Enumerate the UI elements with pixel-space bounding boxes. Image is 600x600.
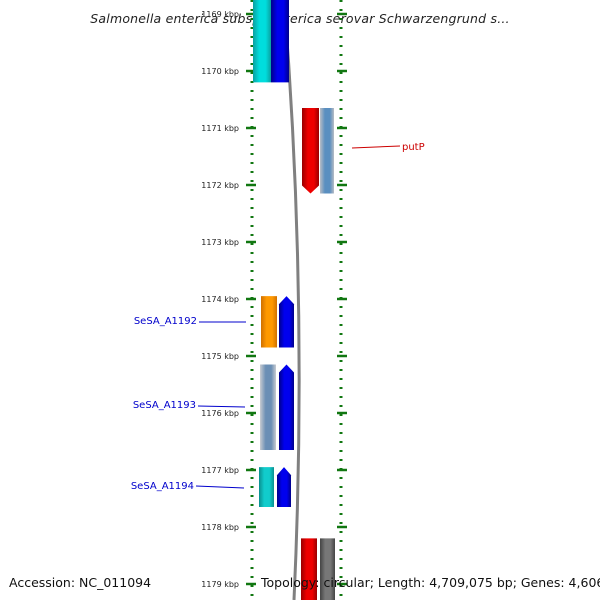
map-title: Salmonella enterica subsp. enterica sero… xyxy=(90,11,510,26)
backbone-arc xyxy=(282,0,301,600)
tick-label: 1176 kbp xyxy=(201,409,239,418)
topology-text: Topology: circular; Length: 4,709,075 bp… xyxy=(261,575,600,590)
gene-label[interactable]: SeSA_A1192 xyxy=(134,316,197,327)
gene-label-leader xyxy=(195,485,245,489)
gene-label[interactable]: putP xyxy=(402,142,425,153)
gene-feature[interactable] xyxy=(259,467,274,508)
gene-label-leader xyxy=(351,145,401,149)
gene-feature[interactable] xyxy=(279,296,294,348)
tick-label: 1169 kbp xyxy=(201,10,239,19)
tick-label: 1171 kbp xyxy=(201,124,239,133)
gene-label-leader xyxy=(197,405,246,408)
gene-label[interactable]: SeSA_A1194 xyxy=(131,481,194,492)
gene-feature[interactable] xyxy=(271,0,289,83)
tick-label: 1175 kbp xyxy=(201,352,239,361)
gene-feature[interactable] xyxy=(320,538,335,600)
tick-label: 1179 kbp xyxy=(201,580,239,589)
gene-feature[interactable] xyxy=(320,108,334,194)
gene-label[interactable]: SeSA_A1193 xyxy=(133,400,196,411)
tick-label: 1173 kbp xyxy=(201,238,239,247)
tick-label: 1172 kbp xyxy=(201,181,239,190)
gene-feature[interactable] xyxy=(253,0,271,83)
tick-label: 1178 kbp xyxy=(201,523,239,532)
accession-text: Accession: NC_011094 xyxy=(9,575,152,590)
tick-label: 1174 kbp xyxy=(201,295,239,304)
gene-feature[interactable] xyxy=(277,467,291,508)
gene-feature[interactable] xyxy=(260,364,276,451)
gene-feature[interactable] xyxy=(279,364,294,451)
tick-label: 1177 kbp xyxy=(201,466,239,475)
tick-label: 1170 kbp xyxy=(201,67,239,76)
gene-feature[interactable] xyxy=(301,538,317,600)
gene-feature[interactable] xyxy=(261,296,277,348)
gene-feature[interactable] xyxy=(302,108,319,194)
